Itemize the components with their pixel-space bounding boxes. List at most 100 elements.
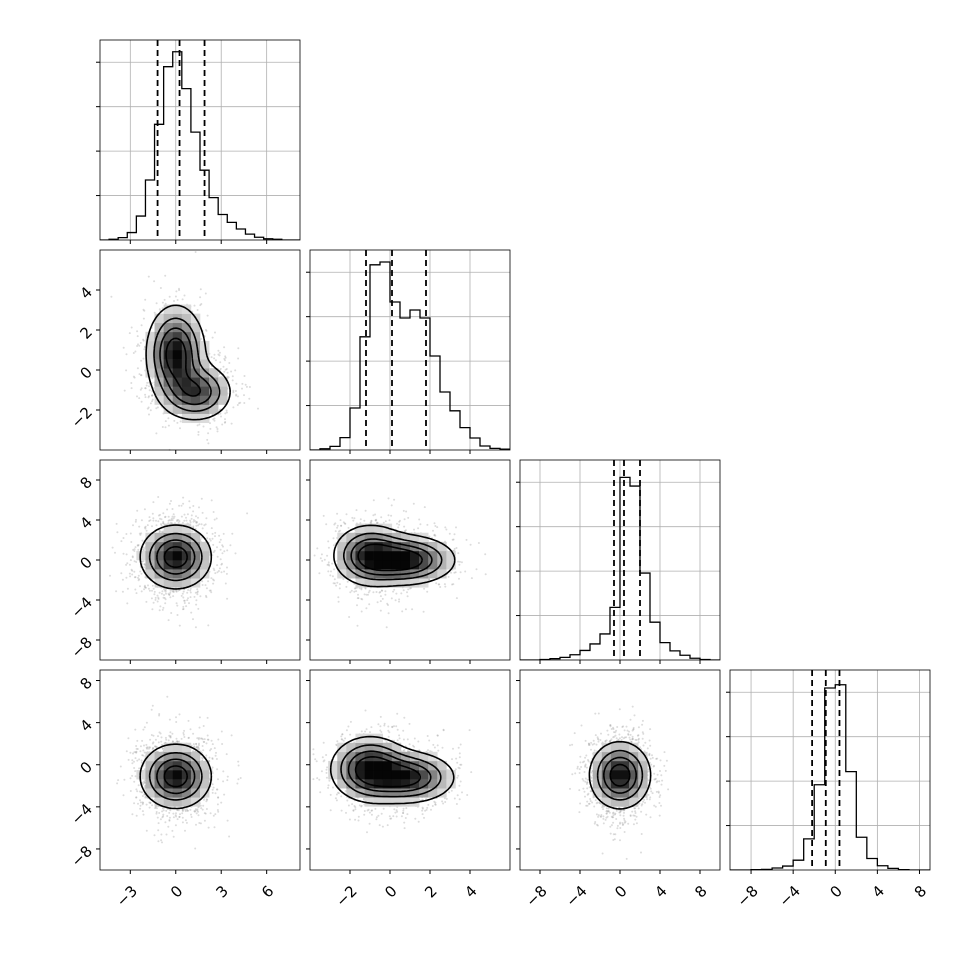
scatter-point [248, 386, 251, 388]
scatter-point [333, 578, 336, 581]
scatter-point [222, 532, 225, 535]
scatter-point [139, 801, 142, 804]
scatter-point [221, 552, 224, 555]
scatter-point [224, 359, 226, 362]
scatter-point [244, 383, 247, 386]
scatter-point [152, 501, 155, 504]
scatter-point [140, 590, 143, 593]
scatter-point [211, 532, 214, 535]
scatter-point [130, 387, 133, 390]
y-tick-label-1-3: 4 [77, 283, 96, 302]
scatter-point [327, 570, 330, 573]
scatter-point [210, 356, 213, 359]
scatter-point [182, 502, 185, 505]
scatter-point [218, 541, 221, 544]
scatter-point [345, 513, 348, 516]
scatter-point [173, 419, 176, 422]
scatter-point [223, 370, 226, 373]
scatter-point [453, 533, 456, 536]
scatter-point [331, 575, 334, 578]
scatter-point [134, 588, 137, 591]
scatter-point [393, 588, 396, 591]
scatter-point [175, 602, 178, 605]
scatter-point [147, 275, 150, 278]
scatter-point [182, 496, 185, 499]
scatter-point [140, 400, 143, 403]
scatter-point [443, 583, 446, 586]
scatter-point [164, 302, 167, 305]
scatter-point [159, 605, 162, 608]
scatter-point [151, 525, 153, 528]
scatter-point [347, 526, 350, 529]
scatter-point [458, 563, 461, 566]
scatter-point [351, 516, 354, 519]
panel-frame [99, 39, 301, 241]
scatter-point [379, 609, 382, 612]
scatter-point [196, 309, 199, 311]
scatter-point [147, 406, 150, 409]
scatter-point [156, 594, 159, 597]
density-cell [400, 550, 411, 561]
scatter-point [140, 519, 143, 522]
scatter-point [407, 588, 410, 591]
scatter-point [122, 552, 125, 555]
scatter-point [186, 599, 189, 602]
scatter-point [168, 519, 171, 522]
scatter-point [133, 376, 136, 379]
scatter-point [191, 530, 194, 533]
scatter-point [222, 545, 224, 548]
scatter-point [180, 504, 183, 507]
scatter-point [339, 529, 342, 532]
scatter-point [225, 409, 228, 412]
scatter-point [121, 590, 124, 593]
scatter-point [220, 801, 223, 804]
scatter-point [413, 528, 415, 531]
scatter-point [133, 550, 136, 552]
scatter-point [422, 610, 425, 613]
scatter-point [178, 287, 180, 290]
scatter-point [394, 599, 397, 602]
scatter-point [189, 587, 192, 590]
scatter-point [352, 519, 355, 522]
scatter-point [374, 513, 377, 516]
scatter-point [182, 732, 185, 734]
scatter-point [181, 592, 184, 595]
scatter-point [152, 517, 155, 520]
scatter-point [134, 350, 137, 353]
scatter-point [111, 546, 114, 549]
scatter-point [138, 373, 141, 376]
scatter-point [151, 377, 154, 380]
scatter-point [144, 387, 147, 390]
scatter-point [164, 590, 167, 593]
scatter-point [237, 357, 240, 360]
scatter-point [190, 514, 193, 517]
scatter-point [139, 799, 141, 802]
scatter-point [224, 582, 227, 585]
scatter-point [433, 522, 436, 525]
scatter-point [137, 548, 140, 551]
scatter-point [423, 587, 426, 590]
scatter-point [122, 346, 125, 349]
scatter-point [248, 397, 251, 400]
scatter-point [226, 566, 228, 569]
scatter-point [167, 424, 170, 427]
scatter-point [142, 338, 145, 341]
scatter-point [126, 587, 129, 590]
scatter-point [450, 571, 452, 574]
scatter-point [198, 423, 201, 426]
scatter-point [150, 597, 153, 600]
scatter-point [218, 373, 221, 376]
scatter-point [229, 544, 232, 547]
scatter-point [213, 357, 216, 360]
scatter-point [145, 600, 148, 603]
scatter-point [133, 570, 136, 573]
scatter-point [382, 521, 385, 524]
density-cell [172, 350, 183, 360]
scatter-point [235, 393, 238, 396]
scatter-point [131, 573, 134, 576]
scatter-point [205, 596, 208, 599]
scatter-point [232, 406, 235, 409]
scatter-point [150, 394, 153, 397]
scatter-point [137, 579, 140, 582]
